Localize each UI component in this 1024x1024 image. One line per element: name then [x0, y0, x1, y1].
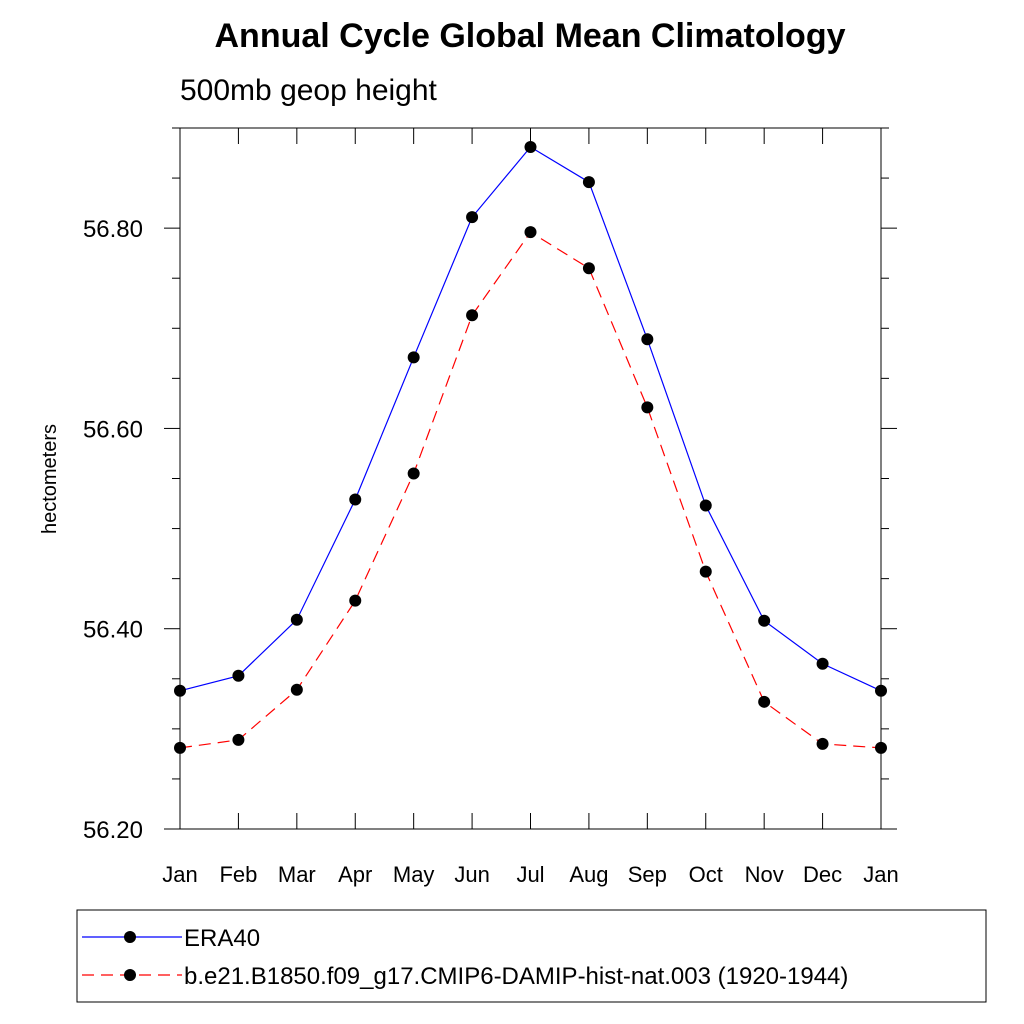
y-tick-label: 56.20: [83, 817, 143, 844]
data-point: [524, 141, 537, 154]
x-tick-label: Oct: [689, 862, 723, 887]
x-tick-label: Dec: [803, 862, 842, 887]
data-point: [758, 695, 771, 708]
legend: ERA40 b.e21.B1850.f09_g17.CMIP6-DAMIP-his…: [82, 925, 848, 990]
y-tick-label: 56.40: [83, 617, 143, 644]
y-tick-label: 56.80: [83, 216, 143, 243]
x-tick-label: Jan: [162, 862, 197, 887]
x-tick-label: Jan: [863, 862, 898, 887]
data-point: [174, 684, 186, 697]
data-point: [758, 614, 771, 627]
x-tick-label: Mar: [278, 862, 316, 887]
legend-marker: [124, 931, 136, 943]
data-point: [875, 741, 887, 754]
legend-box: [76, 909, 987, 1003]
data-point: [290, 613, 303, 626]
data-point: [816, 737, 829, 750]
legend-label: ERA40: [184, 925, 260, 952]
data-point: [290, 683, 303, 696]
x-tick-label: Feb: [219, 862, 257, 887]
x-tick-label: Nov: [745, 862, 784, 887]
data-point: [232, 669, 245, 682]
data-point: [407, 467, 420, 480]
data-point: [582, 262, 595, 275]
x-tick-label: Sep: [628, 862, 667, 887]
data-point: [174, 741, 186, 754]
x-tick-label: May: [393, 862, 435, 887]
x-tick-label: Jul: [516, 862, 544, 887]
y-tick-label: 56.60: [83, 416, 143, 443]
chart-subtitle: 500mb geop height: [180, 74, 438, 107]
data-point: [466, 309, 479, 322]
x-tick-label: Aug: [569, 862, 608, 887]
data-point: [699, 565, 712, 578]
x-tick-label: Jun: [454, 862, 489, 887]
data-point: [232, 733, 245, 746]
data-point: [641, 333, 654, 346]
data-point: [524, 226, 537, 239]
x-tick-labels: Jan Feb Mar Apr May Jun Jul Aug Sep Oct Nov Dec Jan: [162, 862, 898, 887]
y-tick-labels: 56.20 56.40 56.60 56.80: [83, 216, 143, 844]
y-axis-label: hectometers: [39, 424, 61, 534]
axis-ticks: [164, 127, 897, 830]
series-2: [174, 226, 887, 754]
legend-label: b.e21.B1850.f09_g17.CMIP6-DAMIP-hist-nat…: [184, 963, 848, 990]
series-1: [174, 141, 887, 697]
data-point: [641, 401, 654, 414]
data-point: [699, 499, 712, 512]
data-point: [407, 351, 420, 364]
data-point: [349, 493, 362, 506]
x-tick-label: Apr: [338, 862, 372, 887]
data-point: [466, 211, 479, 224]
data-point: [582, 176, 595, 189]
data-point: [816, 657, 829, 670]
series-line: [179, 231, 882, 749]
data-point: [349, 594, 362, 607]
data-point: [875, 684, 887, 697]
legend-marker: [124, 969, 136, 981]
series-layer: [174, 141, 887, 754]
chart-title: Annual Cycle Global Mean Climatology: [215, 17, 846, 55]
